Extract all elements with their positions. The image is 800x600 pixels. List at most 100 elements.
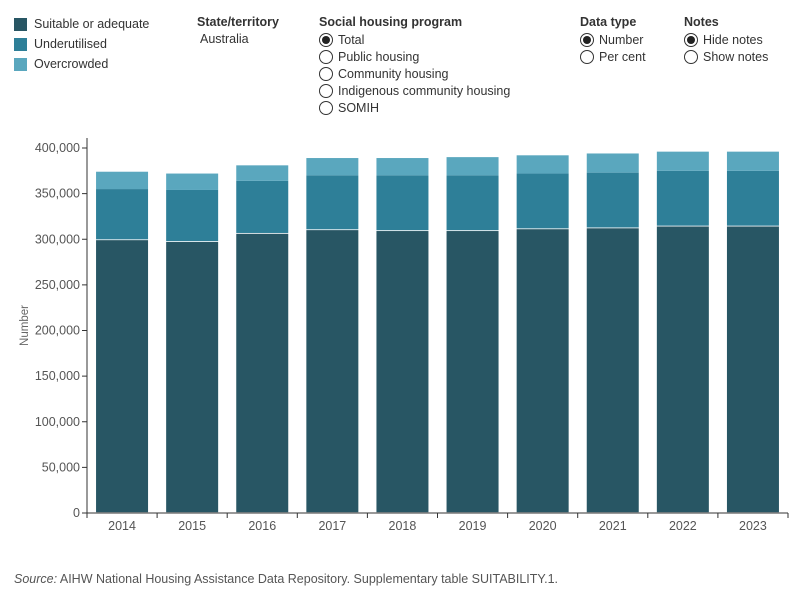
x-tick-label: 2015 <box>178 519 206 533</box>
radio-icon[interactable] <box>319 83 333 98</box>
y-tick-label: 350,000 <box>35 187 80 201</box>
bar-segment-overcrowded <box>376 158 429 176</box>
program-option-label: SOMIH <box>338 100 379 115</box>
bar-segment-underutilised <box>586 172 639 228</box>
y-axis-title: Number <box>19 305 31 346</box>
x-tick-label: 2018 <box>389 519 417 533</box>
x-tick-label: 2014 <box>108 519 136 533</box>
data-type-title: Data type <box>580 15 637 29</box>
stacked-bar-chart: 0 50,000 100,000 150,000 200,000 250,000 300,0… <box>19 138 789 533</box>
bar-segment-suitable-or-adequate <box>236 233 289 513</box>
bar-segment-overcrowded <box>726 151 779 171</box>
bar-segment-overcrowded <box>166 173 219 190</box>
bar-segment-underutilised <box>306 175 359 230</box>
bar-segment-suitable-or-adequate <box>516 229 569 513</box>
y-tick-label: 0 <box>73 506 80 520</box>
legend-swatch-overcrowded <box>14 57 27 71</box>
program-option-somih[interactable]: SOMIH <box>319 99 510 116</box>
program-option-public-housing[interactable]: Public housing <box>319 48 510 65</box>
bar-segment-underutilised <box>656 170 709 226</box>
x-tick-label: 2017 <box>318 519 346 533</box>
bar-segment-suitable-or-adequate <box>306 230 359 513</box>
radio-icon[interactable] <box>580 32 594 47</box>
y-tick-label: 300,000 <box>35 232 80 246</box>
data-type-filter: Data type Number Per cent <box>580 14 646 65</box>
bar-segment-overcrowded <box>656 151 709 171</box>
y-tick-label: 250,000 <box>35 278 80 292</box>
program-option-community-housing[interactable]: Community housing <box>319 65 510 82</box>
data-type-option-label: Number <box>599 32 644 47</box>
bar-segment-underutilised <box>726 170 779 226</box>
bar-segment-suitable-or-adequate <box>96 240 149 513</box>
legend-label-overcrowded: Overcrowded <box>34 57 109 71</box>
state-filter-value[interactable]: Australia <box>200 32 249 46</box>
bar-segment-suitable-or-adequate <box>586 228 639 513</box>
legend-item-underutilised[interactable]: Underutilised <box>14 34 149 54</box>
radio-icon[interactable] <box>319 66 333 81</box>
program-filter: Social housing program Total Public hous… <box>319 14 510 116</box>
bar-segment-overcrowded <box>236 165 289 181</box>
bar-segment-underutilised <box>166 189 219 242</box>
bar-segment-underutilised <box>446 175 499 231</box>
notes-option-hide[interactable]: Hide notes <box>684 31 768 48</box>
y-tick-label: 100,000 <box>35 415 80 429</box>
x-tick-label: 2020 <box>529 519 557 533</box>
bar-segment-suitable-or-adequate <box>376 231 429 513</box>
chart-legend: Suitable or adequate Underutilised Overc… <box>14 14 149 74</box>
bar-segment-underutilised <box>236 180 289 233</box>
notes-title: Notes <box>684 15 719 29</box>
y-tick-label: 150,000 <box>35 369 80 383</box>
bar-segment-overcrowded <box>96 171 149 190</box>
bar-segment-overcrowded <box>446 157 499 176</box>
data-type-option-number[interactable]: Number <box>580 31 646 48</box>
source-prefix: Source: <box>14 572 58 586</box>
bar-segment-suitable-or-adequate <box>656 226 709 513</box>
x-tick-label: 2023 <box>739 519 767 533</box>
x-tick-label: 2019 <box>459 519 487 533</box>
data-type-option-label: Per cent <box>599 49 646 64</box>
bar-segment-underutilised <box>96 189 149 240</box>
legend-swatch-underutilised <box>14 37 27 51</box>
program-option-label: Indigenous community housing <box>338 83 511 98</box>
legend-item-overcrowded[interactable]: Overcrowded <box>14 54 149 74</box>
bar-segment-underutilised <box>376 175 429 231</box>
radio-icon[interactable] <box>319 100 333 115</box>
notes-option-label: Hide notes <box>703 32 763 47</box>
notes-option-show[interactable]: Show notes <box>684 48 768 65</box>
radio-icon[interactable] <box>319 32 333 47</box>
legend-swatch-suitable <box>14 17 27 31</box>
notes-filter: Notes Hide notes Show notes <box>684 14 768 65</box>
legend-label-suitable: Suitable or adequate <box>34 17 150 31</box>
x-tick-label: 2021 <box>599 519 627 533</box>
source-text: AIHW National Housing Assistance Data Re… <box>57 572 559 586</box>
source-note: Source: AIHW National Housing Assistance… <box>14 572 558 586</box>
data-type-option-per-cent[interactable]: Per cent <box>580 48 646 65</box>
radio-icon[interactable] <box>684 49 698 64</box>
bar-segment-overcrowded <box>516 155 569 174</box>
bar-segment-suitable-or-adequate <box>166 241 219 513</box>
y-tick-label: 400,000 <box>35 141 80 155</box>
bar-segment-underutilised <box>516 173 569 229</box>
x-tick-label: 2022 <box>669 519 697 533</box>
notes-option-label: Show notes <box>703 49 769 64</box>
program-option-label: Total <box>338 32 365 47</box>
radio-icon[interactable] <box>684 32 698 47</box>
y-tick-label: 50,000 <box>42 460 80 474</box>
bar-segment-overcrowded <box>306 158 359 176</box>
program-option-indigenous-community-housing[interactable]: Indigenous community housing <box>319 82 510 99</box>
x-tick-label: 2016 <box>248 519 276 533</box>
program-option-total[interactable]: Total <box>319 31 510 48</box>
radio-icon[interactable] <box>580 49 594 64</box>
program-option-label: Community housing <box>338 66 449 81</box>
state-filter-title: State/territory <box>197 15 279 29</box>
legend-label-underutilised: Underutilised <box>34 37 107 51</box>
state-filter: State/territory Australia <box>197 14 279 48</box>
legend-item-suitable[interactable]: Suitable or adequate <box>14 14 149 34</box>
bar-segment-suitable-or-adequate <box>446 231 499 513</box>
program-option-label: Public housing <box>338 49 420 64</box>
bar-segment-overcrowded <box>586 153 639 173</box>
y-tick-label: 200,000 <box>35 324 80 338</box>
program-filter-title: Social housing program <box>319 15 463 29</box>
radio-icon[interactable] <box>319 49 333 64</box>
bar-segment-suitable-or-adequate <box>726 226 779 513</box>
